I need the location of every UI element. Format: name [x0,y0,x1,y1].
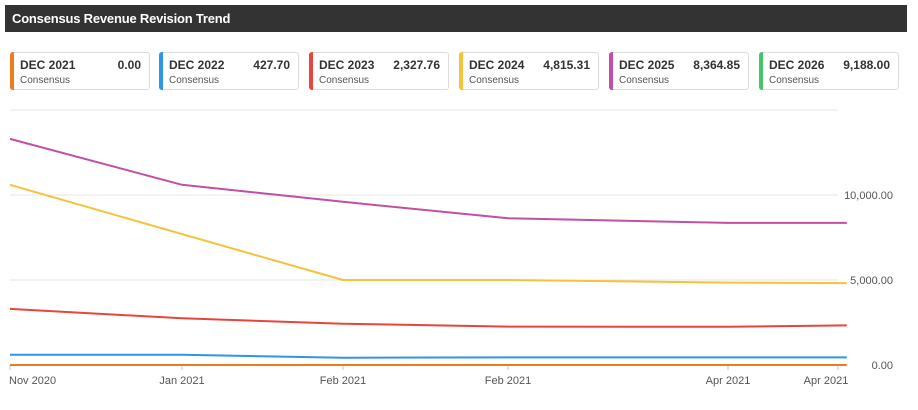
x-tick-label: Jan 2021 [159,375,204,387]
legend-color-swatch [609,52,613,90]
x-tick-label: Nov 2020 [9,375,56,387]
y-tick-label: 10,000.00 [844,190,893,202]
legend-card-dec-2025[interactable]: DEC 2025 8,364.85 Consensus [609,52,749,90]
legend-card-dec-2024[interactable]: DEC 2024 4,815.31 Consensus [459,52,599,90]
legend-label: DEC 2024 [469,58,525,72]
legend-value: 4,815.31 [543,58,590,72]
y-tick-label: 0.00 [872,360,893,372]
legend-card-dec-2021[interactable]: DEC 2021 0.00 Consensus [10,52,150,90]
legend-color-swatch [309,52,313,90]
legend-sublabel: Consensus [619,75,670,86]
chart-header: Consensus Revenue Revision Trend [5,5,907,32]
series-line-dec-2022 [10,353,847,359]
legend-sublabel: Consensus [469,75,520,86]
legend-label: DEC 2023 [319,58,375,72]
series-line-dec-2024 [9,183,847,285]
legend-label: DEC 2022 [169,58,225,72]
legend-value: 8,364.85 [693,58,740,72]
x-tick-label: Feb 2021 [485,375,531,387]
x-tick-label: Apr 2021 [804,375,849,387]
legend-value: 2,327.76 [393,58,440,72]
series-line-dec-2023 [9,307,847,328]
legend-sublabel: Consensus [769,75,820,86]
legend-value: 9,188.00 [843,58,890,72]
legend-value: 0.00 [117,58,141,72]
legend-color-swatch [459,52,463,90]
series-line-dec-2025 [9,137,847,224]
legend-color-swatch [10,52,14,90]
legend-color-swatch [759,52,763,90]
legend-card-dec-2026[interactable]: DEC 2026 9,188.00 Consensus [759,52,899,90]
legend-sublabel: Consensus [20,75,71,86]
legend-label: DEC 2026 [769,58,825,72]
legend-card-dec-2022[interactable]: DEC 2022 427.70 Consensus [159,52,299,90]
x-tick-label: Feb 2021 [320,375,366,387]
x-tick-label: Apr 2021 [706,375,751,387]
y-tick-label: 5,000.00 [850,275,893,287]
legend-color-swatch [159,52,163,90]
line-chart: 0.00 5,000.00 10,000.00 Nov 2020 Jan 2021 Feb… [9,109,893,387]
legend-label: DEC 2025 [619,58,675,72]
chart-title: Consensus Revenue Revision Trend [12,11,231,26]
legend-label: DEC 2021 [20,58,76,72]
legend-value: 427.70 [253,58,290,72]
legend-sublabel: Consensus [319,75,370,86]
legend-card-dec-2023[interactable]: DEC 2023 2,327.76 Consensus [309,52,449,90]
legend-sublabel: Consensus [169,75,220,86]
